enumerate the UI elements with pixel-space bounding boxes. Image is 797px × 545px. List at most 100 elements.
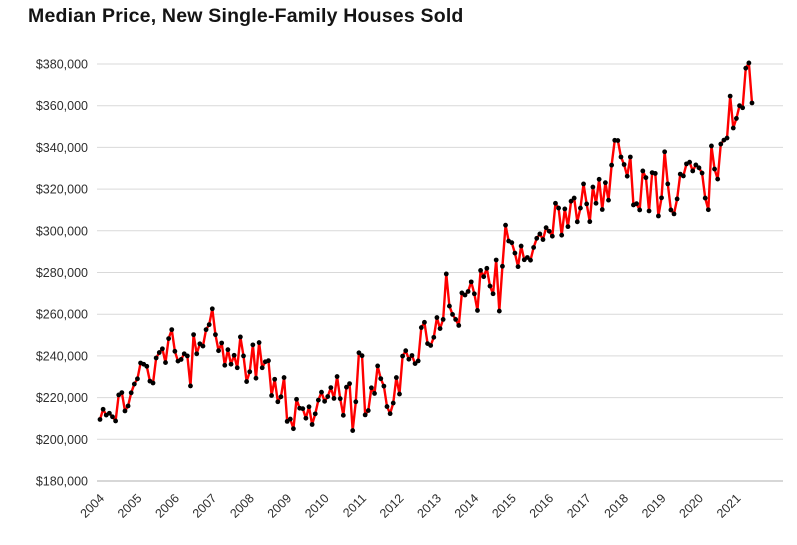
data-point-marker <box>97 417 103 422</box>
data-point-marker <box>169 327 175 333</box>
data-point-marker <box>518 243 524 249</box>
data-point-marker <box>418 325 424 330</box>
data-point-marker <box>637 207 643 213</box>
data-point-marker <box>500 263 505 269</box>
data-point-marker <box>328 385 334 390</box>
x-axis-tick-label: 2005 <box>115 491 145 521</box>
data-point-marker <box>325 394 331 399</box>
data-point-marker <box>709 143 714 149</box>
data-point-marker <box>643 175 649 181</box>
data-point-marker <box>393 375 399 380</box>
data-point-marker <box>515 264 521 270</box>
data-point-marker <box>150 380 156 386</box>
data-point-marker <box>484 265 490 271</box>
data-point-marker <box>443 271 449 277</box>
data-point-marker <box>159 346 165 352</box>
data-point-marker <box>434 315 440 320</box>
data-point-marker <box>390 400 396 406</box>
data-point-marker <box>621 162 627 167</box>
data-point-marker <box>353 399 359 405</box>
y-axis-tick-label: $240,000 <box>36 349 88 363</box>
data-point-marker <box>119 390 125 395</box>
data-point-marker <box>206 322 212 328</box>
data-point-marker <box>362 412 368 418</box>
data-point-marker <box>662 149 668 155</box>
data-point-marker <box>400 353 405 359</box>
data-point-marker <box>375 363 381 369</box>
data-point-marker <box>696 165 702 171</box>
data-point-marker <box>194 351 200 357</box>
data-point-marker <box>422 319 427 325</box>
data-point-marker <box>106 410 112 416</box>
x-axis-tick-label: 2007 <box>190 491 220 521</box>
y-axis-tick-label: $360,000 <box>36 99 88 113</box>
data-point-marker <box>540 237 546 242</box>
data-point-marker <box>281 375 287 380</box>
data-point-marker <box>312 411 318 417</box>
x-axis-tick-label: 2011 <box>340 491 369 520</box>
data-point-marker <box>337 396 343 402</box>
y-axis-tick-label: $260,000 <box>36 308 88 322</box>
data-point-marker <box>100 406 106 412</box>
data-point-marker <box>624 173 630 179</box>
data-point-marker <box>627 154 633 160</box>
data-point-marker <box>440 317 446 322</box>
data-point-marker <box>587 219 593 225</box>
data-point-marker <box>291 426 296 432</box>
x-axis-tick-label: 2015 <box>489 491 519 521</box>
data-point-marker <box>740 105 746 111</box>
data-point-marker <box>574 219 580 225</box>
data-point-marker <box>693 162 699 168</box>
data-point-marker <box>256 340 262 345</box>
data-point-marker <box>319 389 324 395</box>
data-point-marker <box>699 170 705 176</box>
data-point-marker <box>266 358 271 364</box>
data-point-marker <box>730 125 736 131</box>
data-point-marker <box>565 224 571 230</box>
data-point-marker <box>303 415 309 421</box>
data-point-marker <box>665 181 671 187</box>
data-point-marker <box>219 340 225 346</box>
data-point-marker <box>340 412 346 418</box>
data-point-marker <box>287 416 293 422</box>
data-point-marker <box>278 394 284 400</box>
data-point-marker <box>618 154 624 160</box>
data-point-marker <box>228 361 234 367</box>
data-point-marker <box>309 422 315 427</box>
x-axis-tick-label: 2014 <box>452 491 482 521</box>
data-point-marker <box>406 356 412 362</box>
data-point-marker <box>553 200 558 206</box>
data-point-marker <box>213 332 218 338</box>
data-point-marker <box>387 411 393 417</box>
data-point-marker <box>712 166 717 172</box>
data-point-marker <box>615 138 621 143</box>
data-point-marker <box>275 399 281 405</box>
data-point-marker <box>384 404 390 409</box>
data-point-marker <box>453 317 459 322</box>
data-point-marker <box>131 381 137 387</box>
y-axis-tick-label: $320,000 <box>36 183 88 197</box>
data-point-marker <box>188 383 193 389</box>
data-point-marker <box>135 376 140 382</box>
data-point-marker <box>306 404 312 410</box>
data-point-marker <box>259 365 265 371</box>
data-point-marker <box>372 391 377 396</box>
data-point-marker <box>166 336 172 341</box>
data-point-marker <box>478 268 483 273</box>
data-point-marker <box>431 334 437 340</box>
y-axis-tick-label: $280,000 <box>36 266 88 280</box>
data-point-marker <box>122 408 128 414</box>
y-axis-tick-label: $180,000 <box>36 475 88 489</box>
data-point-marker <box>509 240 515 246</box>
data-point-marker <box>247 369 253 375</box>
data-point-marker <box>315 397 321 403</box>
data-point-marker <box>225 347 231 353</box>
data-point-marker <box>743 65 749 71</box>
x-axis-tick-label: 2021 <box>714 491 744 521</box>
data-point-marker <box>468 279 474 285</box>
data-point-marker <box>690 168 696 174</box>
data-point-marker <box>216 348 221 354</box>
data-point-marker <box>447 303 452 309</box>
data-point-marker <box>471 291 477 297</box>
x-axis-tick-label: 2004 <box>78 491 108 521</box>
